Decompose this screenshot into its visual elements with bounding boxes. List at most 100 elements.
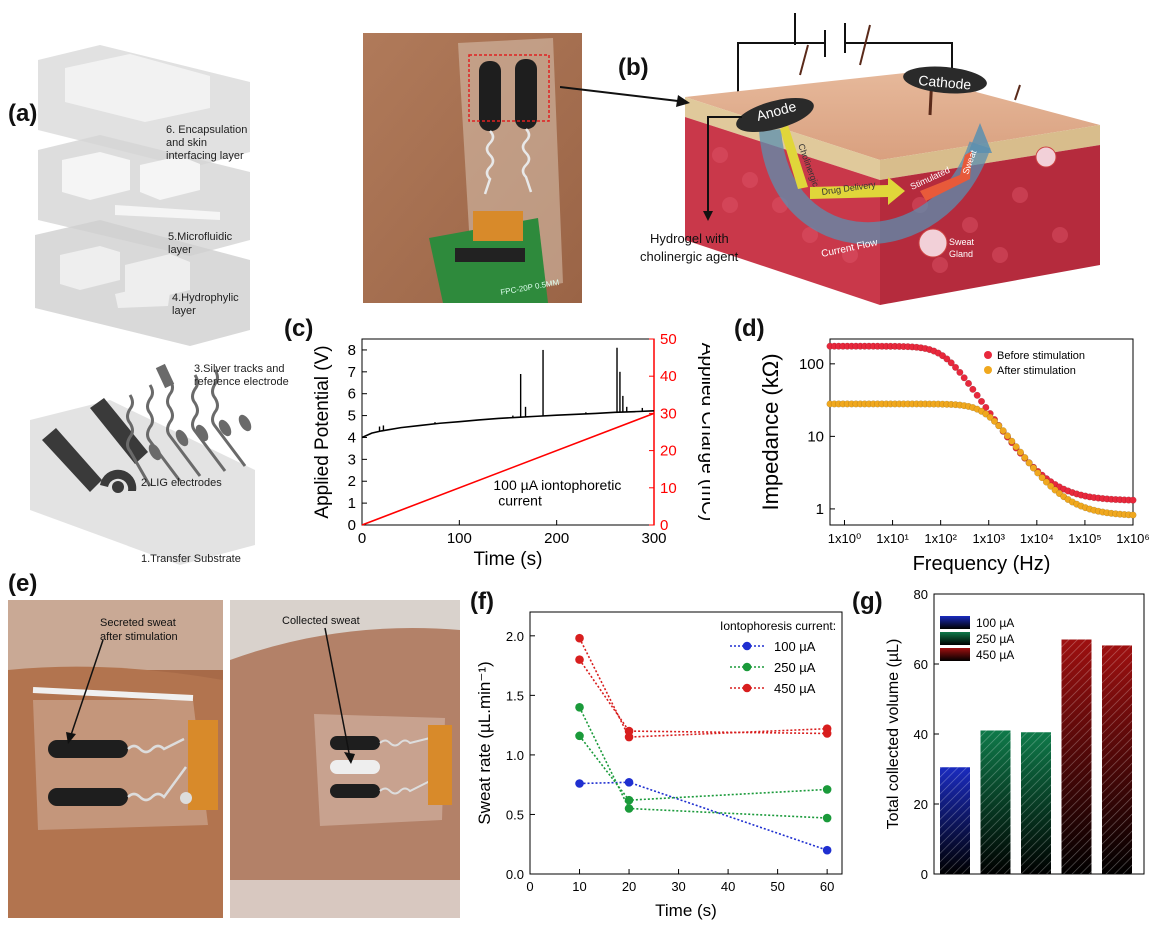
x-tick-label: 1x10⁵	[1068, 531, 1102, 546]
legend-label: 100 µA	[976, 616, 1014, 630]
annotation-line-2: current	[498, 492, 542, 508]
bar-hatch	[1102, 645, 1132, 874]
lig-electrodes	[42, 398, 148, 493]
bar-hatch	[980, 730, 1011, 874]
x-tick-label: 1x10²	[924, 531, 957, 546]
hydrogel-label-1: Hydrogel with	[650, 231, 729, 246]
chart-g-collected-volume: 0 20 40 60 80 100 µA 250 µA 450 µA Total collect…	[885, 587, 1145, 882]
legend-marker	[742, 662, 752, 672]
secreted-sweat-photo: Secreted sweat after stimulation	[8, 600, 223, 918]
data-point	[575, 633, 584, 643]
data-point	[624, 726, 634, 736]
x-tick-label: 1x10⁰	[828, 531, 861, 546]
bar-hatch	[1021, 732, 1051, 874]
impedance-point	[969, 385, 977, 393]
panel-label-b: (b)	[618, 54, 649, 81]
device-on-arm-photo: FPC-20P 0.5MM	[363, 33, 582, 303]
y2-axis-title: Applied Charge (mC)	[697, 343, 710, 521]
data-point	[822, 813, 832, 823]
y-tick-label: 20	[914, 797, 928, 812]
sweat-gland-label-1: Sweat	[949, 237, 975, 247]
impedance-point	[951, 363, 960, 371]
plot-frame	[829, 338, 1134, 526]
legend-label: 250 µA	[976, 632, 1014, 646]
series-line	[578, 637, 828, 738]
x-tick-label: 60	[820, 879, 834, 894]
data-point	[822, 845, 832, 855]
legend-label: 450 µA	[774, 681, 816, 696]
y-tick-label: 7	[348, 364, 356, 381]
x-tick-label: 10	[572, 879, 586, 894]
legend-label: Before stimulation	[997, 350, 1085, 362]
impedance-point	[1008, 437, 1016, 445]
y-tick-label: 0	[348, 517, 356, 534]
x-tick-label: 50	[770, 879, 784, 894]
panel-label-d: (d)	[734, 315, 765, 342]
impedance-point	[1025, 459, 1033, 467]
data-point	[624, 795, 634, 805]
secreted-sweat-label-2: after stimulation	[100, 631, 178, 643]
panel-label-a: (a)	[8, 100, 38, 127]
impedance-point	[1042, 478, 1050, 486]
potential-series-line	[361, 409, 655, 439]
impedance-point	[1034, 469, 1042, 477]
y2-tick-label: 20	[660, 443, 677, 460]
secreted-sweat-label-1: Secreted sweat	[100, 617, 176, 629]
y-tick-label: 0	[921, 867, 928, 882]
data-point	[822, 785, 832, 794]
impedance-point	[1129, 511, 1137, 519]
plot-frame	[529, 611, 843, 875]
impedance-point	[999, 427, 1007, 435]
impedance-point	[1021, 454, 1029, 462]
series-line	[578, 706, 828, 819]
y2-tick-label: 50	[660, 331, 677, 348]
y2-tick-label: 0	[660, 517, 668, 534]
data-point	[822, 729, 832, 738]
y-tick-label: 0.0	[506, 867, 524, 882]
impedance-point	[960, 374, 968, 382]
impedance-point	[1029, 464, 1037, 472]
data-point	[575, 702, 584, 712]
impedance-point	[977, 397, 986, 405]
x-tick-label: 200	[544, 530, 569, 547]
y-axis-title: Sweat rate (µL.min⁻¹)	[475, 661, 494, 824]
panel-label-c: (c)	[284, 315, 314, 342]
data-point	[575, 731, 584, 741]
layer-stack-illustration	[30, 45, 255, 565]
transfer-substrate	[30, 400, 255, 565]
series-line	[578, 735, 828, 801]
x-axis-title: Time (s)	[474, 549, 543, 570]
impedance-point	[995, 422, 1003, 430]
y-tick-label: 4	[348, 429, 356, 446]
layer-label-6: 6. Encapsulation and skin interfacing la…	[166, 124, 248, 162]
impedance-point	[1003, 432, 1012, 440]
series-line	[578, 659, 828, 735]
annotation-line-1: 100 µA iontophoretic	[493, 477, 621, 493]
y-tick-label: 8	[348, 342, 356, 359]
y-tick-label: 1	[348, 495, 356, 512]
impedance-point	[1047, 482, 1055, 490]
panel-label-e: (e)	[8, 570, 38, 597]
x-tick-label: 0	[526, 879, 533, 894]
x-tick-label: 100	[447, 530, 472, 547]
track-pads	[148, 363, 252, 461]
legend-label: 450 µA	[976, 648, 1014, 662]
data-point	[575, 779, 584, 788]
collected-sweat-photo: Collected sweat	[230, 600, 460, 918]
panel-label-g: (g)	[852, 588, 883, 615]
y-axis-title: Applied Potential (V)	[312, 345, 333, 518]
collected-sweat-label: Collected sweat	[282, 615, 360, 627]
data-point	[624, 778, 634, 787]
impedance-point	[943, 355, 951, 363]
legend-marker	[984, 366, 992, 374]
y-tick-label: 5	[348, 408, 356, 425]
data-point	[575, 655, 584, 664]
layer-label-4: 4.Hydrophylic layer	[172, 292, 239, 317]
x-tick-label: 300	[641, 530, 666, 547]
x-axis-title: Frequency (Hz)	[913, 553, 1051, 575]
data-point	[624, 804, 634, 813]
y-tick-label: 2	[348, 473, 356, 490]
layer-label-1: 1.Transfer Substrate	[141, 553, 241, 565]
y-tick-label: 3	[348, 451, 356, 468]
